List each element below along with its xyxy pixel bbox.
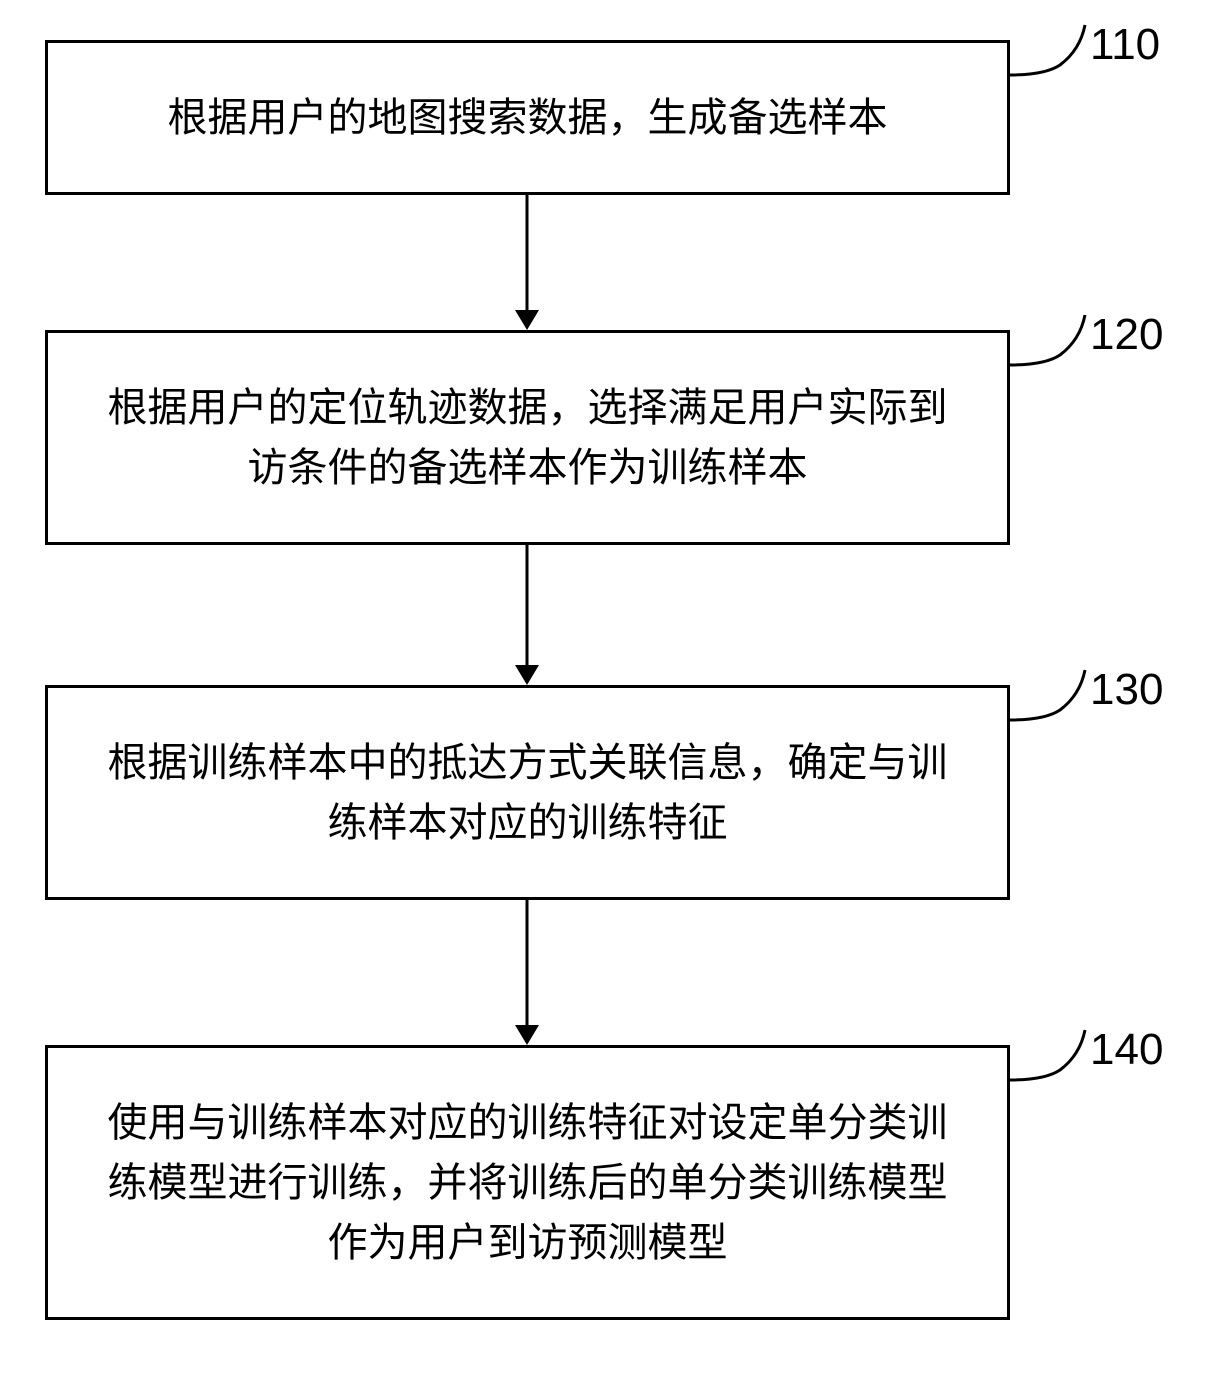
step-text-140: 使用与训练样本对应的训练特征对设定单分类训练模型进行训练，并将训练后的单分类训练… (88, 1093, 967, 1273)
bracket-140 (1010, 1025, 1090, 1105)
step-box-110: 根据用户的地图搜索数据，生成备选样本 (45, 40, 1010, 195)
step-box-130: 根据训练样本中的抵达方式关联信息，确定与训练样本对应的训练特征 (45, 685, 1010, 900)
arrow-2 (0, 545, 1010, 685)
step-label-140: 140 (1090, 1025, 1163, 1075)
arrow-1 (0, 195, 1010, 330)
step-label-120: 120 (1090, 310, 1163, 360)
step-label-130: 130 (1090, 665, 1163, 715)
flowchart-container: 根据用户的地图搜索数据，生成备选样本 110 根据用户的定位轨迹数据，选择满足用… (0, 0, 1227, 1390)
step-label-110: 110 (1090, 20, 1160, 70)
bracket-130 (1010, 665, 1090, 745)
arrow-3 (0, 900, 1010, 1045)
bracket-110 (1010, 20, 1090, 100)
step-text-130: 根据训练样本中的抵达方式关联信息，确定与训练样本对应的训练特征 (88, 733, 967, 853)
step-text-110: 根据用户的地图搜索数据，生成备选样本 (168, 88, 888, 148)
bracket-120 (1010, 310, 1090, 390)
step-box-120: 根据用户的定位轨迹数据，选择满足用户实际到访条件的备选样本作为训练样本 (45, 330, 1010, 545)
step-box-140: 使用与训练样本对应的训练特征对设定单分类训练模型进行训练，并将训练后的单分类训练… (45, 1045, 1010, 1320)
step-text-120: 根据用户的定位轨迹数据，选择满足用户实际到访条件的备选样本作为训练样本 (88, 378, 967, 498)
